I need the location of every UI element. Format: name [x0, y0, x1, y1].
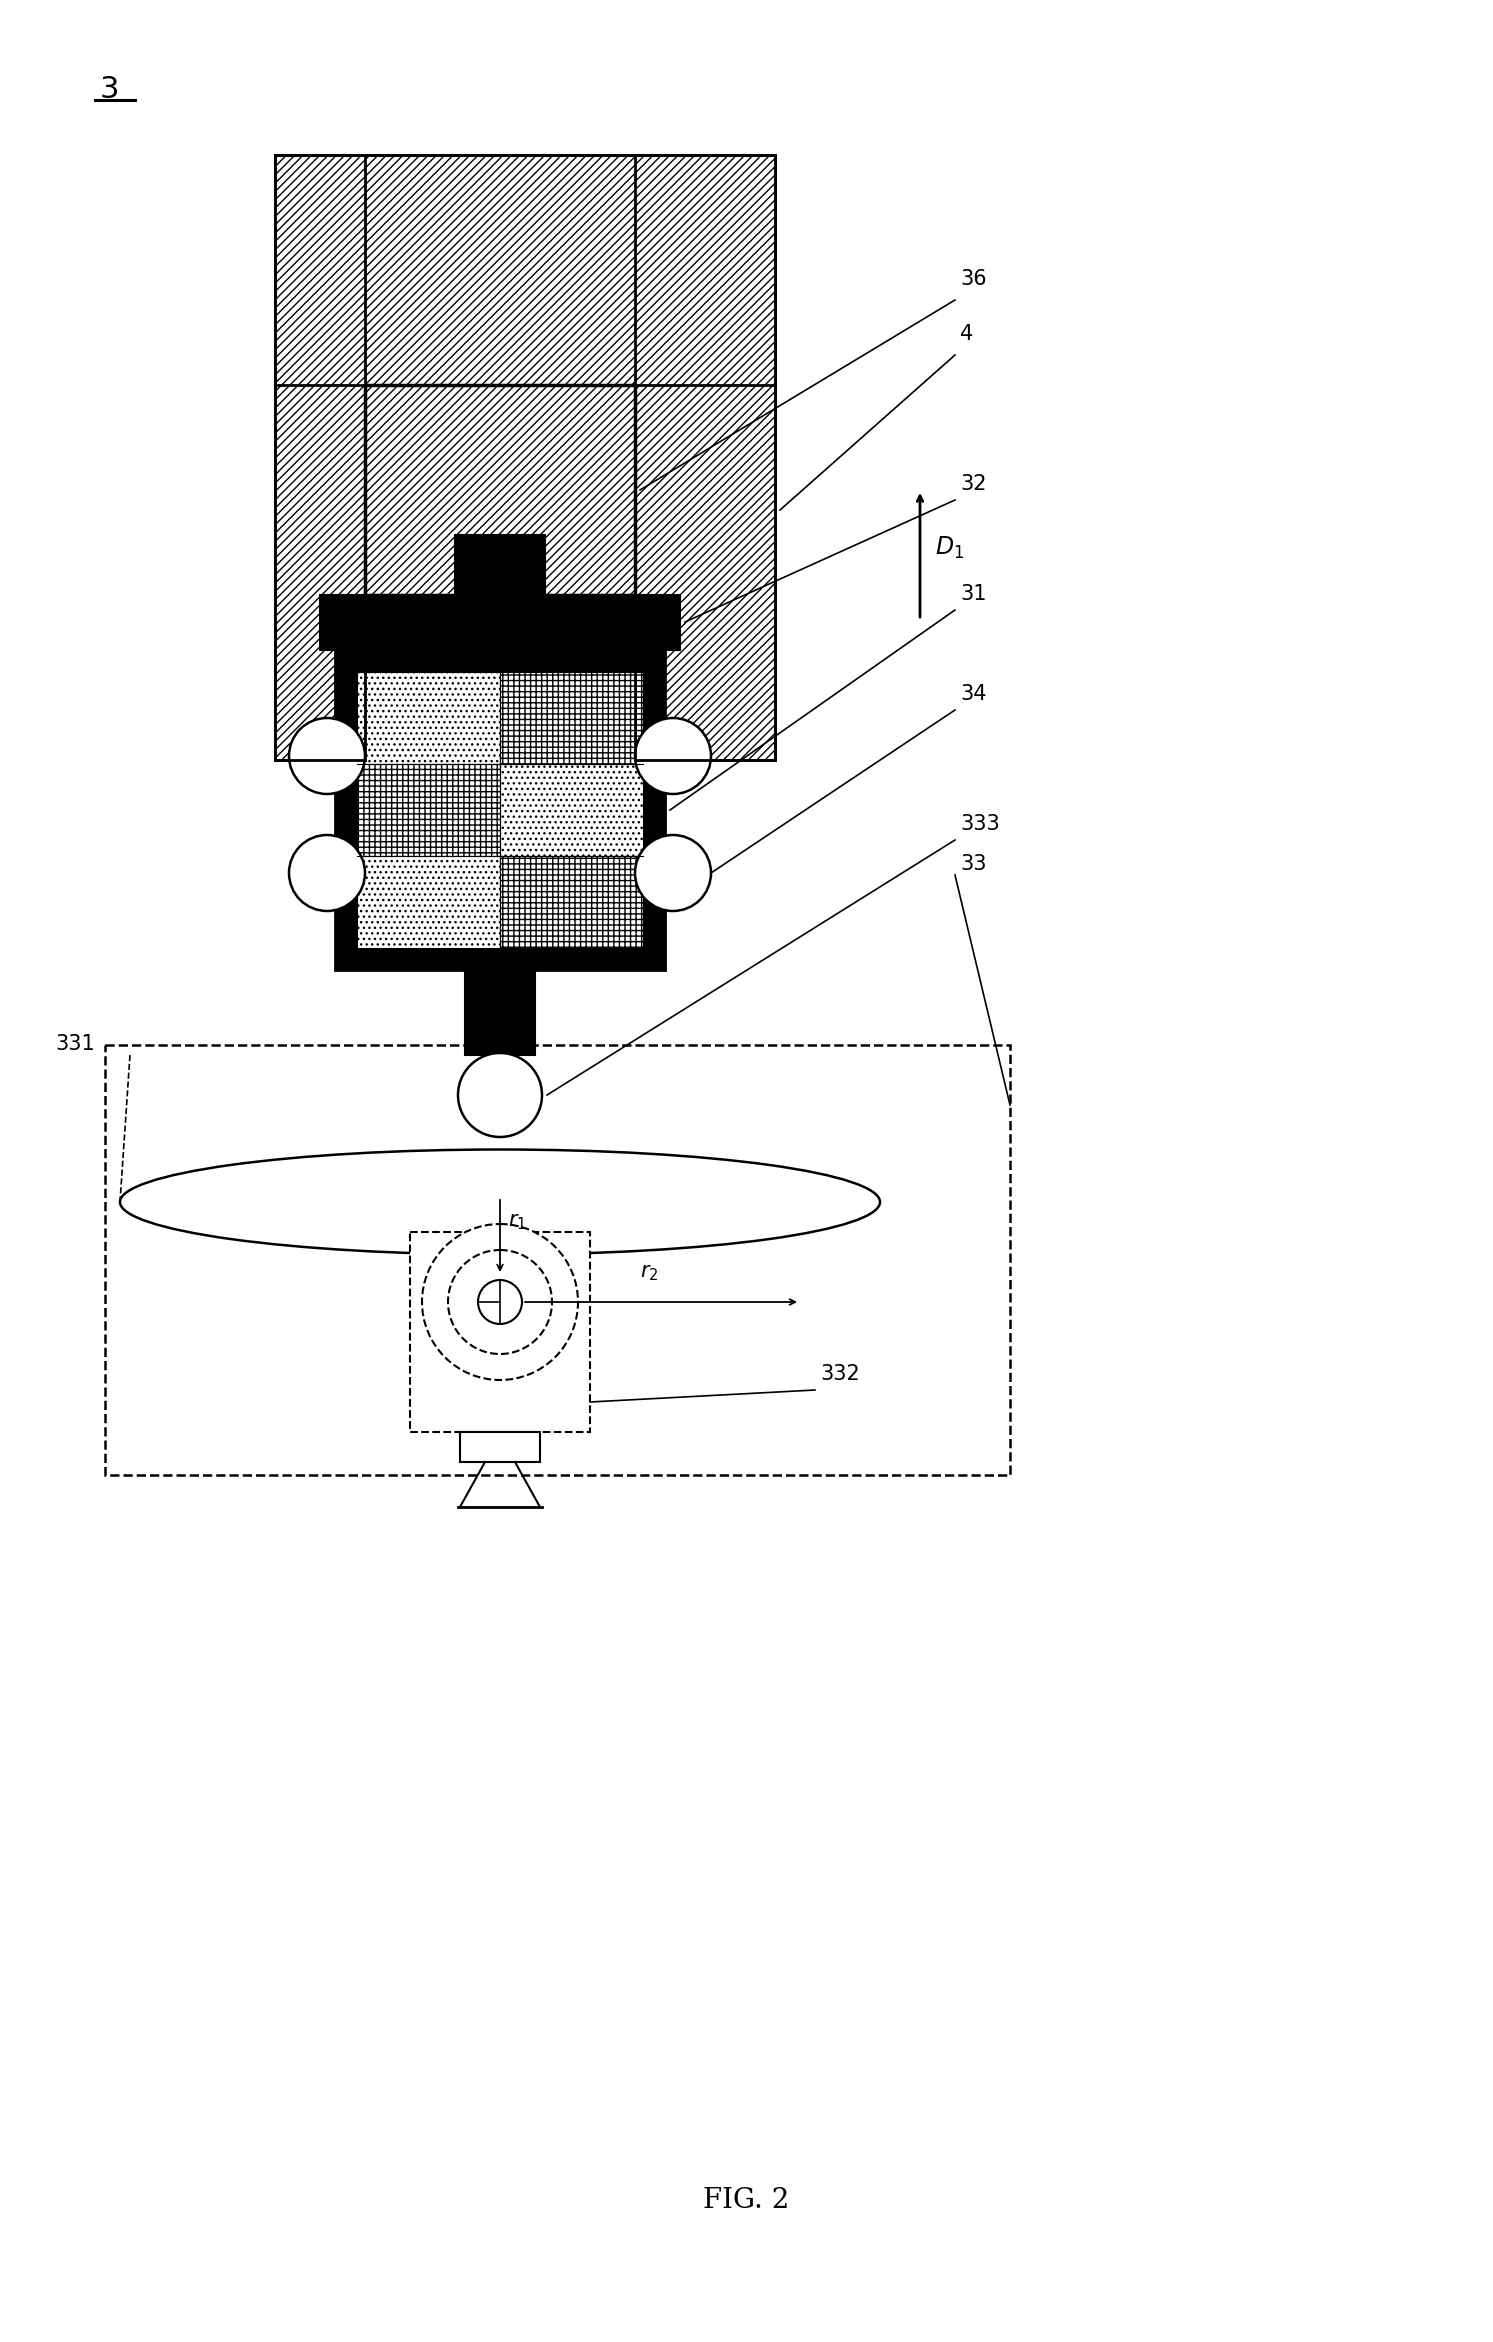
Circle shape: [290, 836, 364, 911]
Circle shape: [290, 719, 364, 794]
Bar: [635, 155, 775, 761]
Text: 34: 34: [960, 684, 987, 705]
Bar: [357, 763, 500, 855]
Bar: [500, 855, 643, 949]
Bar: [364, 384, 635, 595]
Circle shape: [458, 1054, 542, 1136]
Text: 4: 4: [960, 323, 973, 344]
Text: 331: 331: [55, 1035, 94, 1054]
Bar: [455, 534, 545, 595]
Text: 36: 36: [960, 269, 987, 288]
Text: 32: 32: [960, 473, 987, 494]
Bar: [364, 155, 635, 384]
Text: 333: 333: [960, 815, 1000, 834]
Text: $r_1$: $r_1$: [508, 1211, 527, 1232]
Bar: [320, 595, 679, 651]
Text: 33: 33: [960, 855, 987, 874]
Bar: [500, 672, 643, 763]
Bar: [105, 1045, 1009, 1475]
Bar: [275, 155, 364, 761]
Circle shape: [635, 719, 711, 794]
Bar: [357, 672, 500, 763]
Bar: [464, 970, 534, 1054]
Circle shape: [448, 1251, 552, 1354]
Bar: [357, 855, 500, 949]
Bar: [460, 1431, 540, 1461]
Bar: [500, 763, 643, 855]
Circle shape: [478, 1281, 523, 1323]
Bar: [334, 651, 664, 970]
Text: FIG. 2: FIG. 2: [703, 2187, 790, 2213]
Text: $r_2$: $r_2$: [640, 1262, 658, 1283]
Bar: [275, 155, 775, 384]
Bar: [411, 1232, 590, 1431]
Bar: [364, 384, 635, 595]
Ellipse shape: [119, 1150, 879, 1255]
Text: 3: 3: [100, 75, 119, 103]
Circle shape: [635, 836, 711, 911]
Circle shape: [423, 1225, 578, 1379]
Text: 31: 31: [960, 583, 987, 604]
Text: $D_1$: $D_1$: [935, 534, 964, 562]
Text: 332: 332: [820, 1363, 860, 1384]
